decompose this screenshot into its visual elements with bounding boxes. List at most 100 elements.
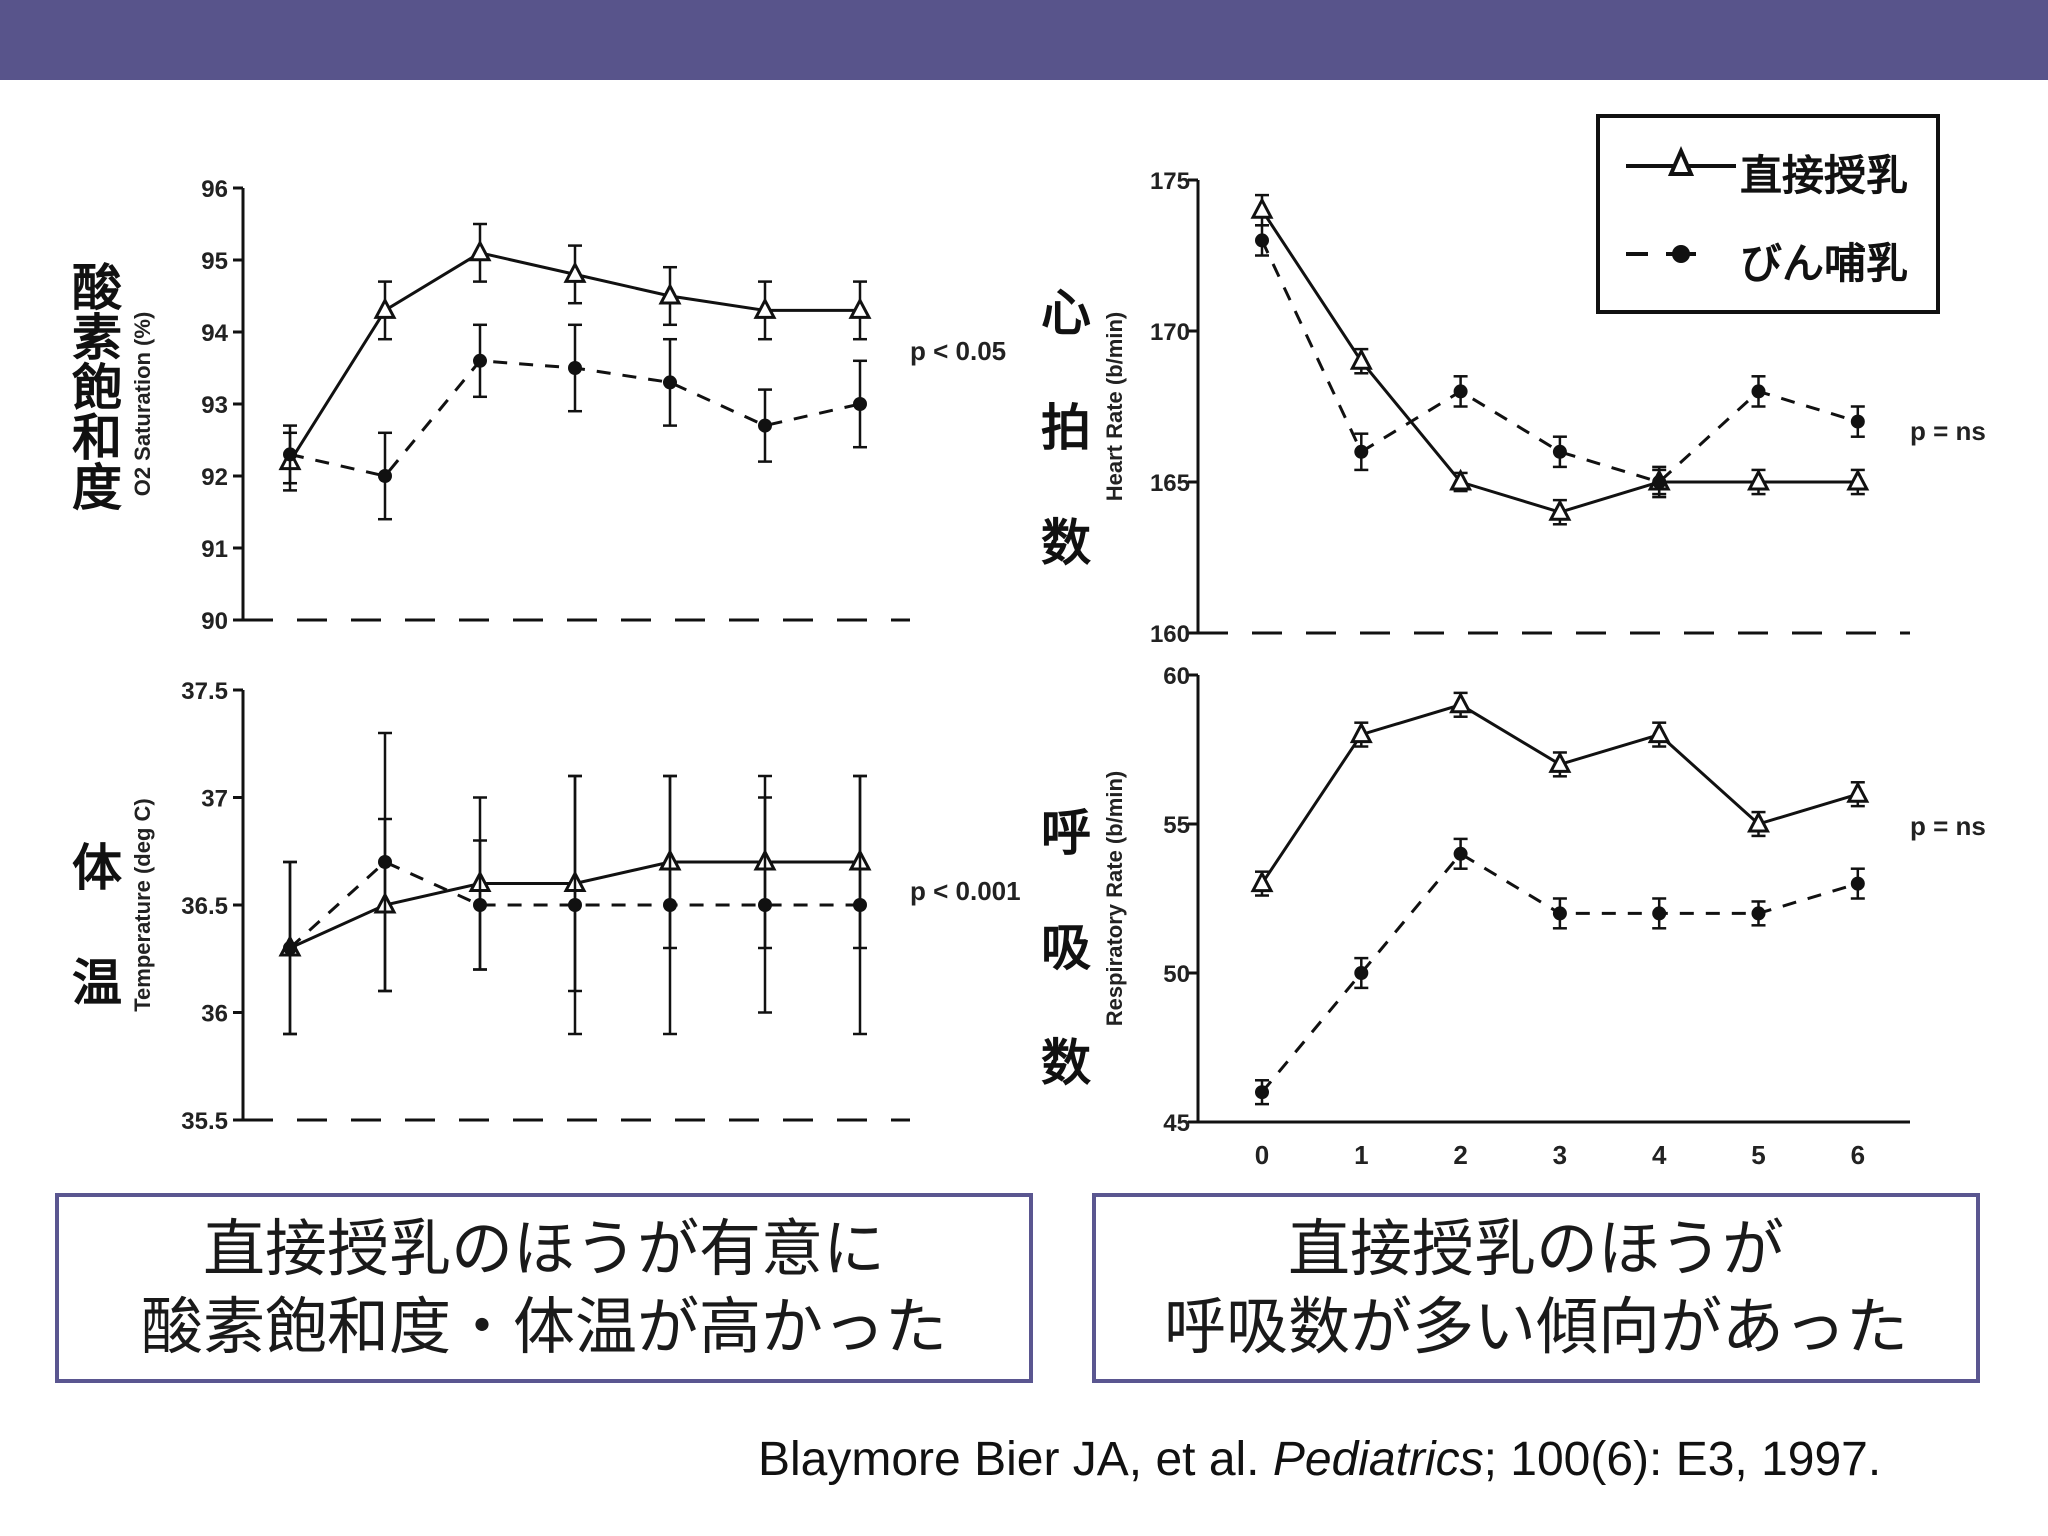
data-point-bottle (283, 447, 297, 462)
data-point-bottle (1453, 846, 1468, 861)
legend: 直接授乳 びん哺乳 (1596, 114, 1940, 314)
series-line-bottle (1260, 851, 1859, 1094)
data-point-direct (1449, 691, 1473, 714)
chart-temp: 37.5 37 36.5 36 35.5 Temperature (deg C) 体温 p <… (72, 678, 1021, 1135)
y-axis-label: Respiratory Rate (b/min) (1102, 771, 1127, 1027)
jp-label-char: 心 (1041, 284, 1091, 342)
data-point-bottle (1850, 414, 1865, 429)
data-point-direct (1548, 498, 1572, 521)
data-point-bottle (663, 898, 677, 912)
data-point-bottle (568, 898, 582, 912)
conclusion-right-box: 直接授乳のほうが 呼吸数が多い傾向があった (1092, 1193, 1980, 1383)
jp-label-char: 和 (72, 409, 122, 467)
data-point-bottle (1751, 906, 1766, 921)
data-point-direct (373, 297, 397, 319)
data-point-direct (848, 297, 872, 319)
data-point-direct (1747, 468, 1770, 491)
conclusion-left-line-2: 酸素飽和度・体温が高かった (140, 1290, 947, 1363)
jp-label-char: 素 (72, 309, 122, 367)
data-point-bottle (1354, 444, 1369, 459)
data-point-bottle (758, 898, 772, 912)
jp-label-char: 拍 (1041, 399, 1091, 457)
jp-label-char: 温 (72, 954, 122, 1012)
series-line-direct (1260, 703, 1859, 885)
data-point-direct (1548, 751, 1572, 773)
jp-label-char: 飽 (72, 359, 122, 417)
data-point-direct (1647, 721, 1671, 744)
conclusion-left-line-1: 直接授乳のほうが有意に (202, 1211, 885, 1285)
y-tick-label: 36 (201, 1001, 228, 1028)
data-point-bottle (853, 898, 867, 912)
chart-hr: 175 170 165 160 Heart Rate (b/min) 心拍数 p = ns (1041, 168, 1986, 648)
data-point-bottle (1652, 906, 1667, 921)
x-tick-label: 0 (1255, 1140, 1269, 1170)
y-tick-label: 96 (201, 176, 228, 203)
jp-label-char: 呼 (1041, 804, 1091, 862)
data-point-bottle (1850, 876, 1865, 891)
data-point-direct (563, 261, 587, 283)
data-point-bottle (1652, 475, 1667, 489)
y-tick-label: 50 (1163, 961, 1190, 988)
y-tick-label: 91 (201, 536, 228, 563)
data-point-direct (1349, 721, 1373, 744)
citation-authors: Blaymore Bier JA, et al. (758, 1433, 1273, 1486)
jp-label-char: 体 (72, 839, 122, 897)
data-point-direct (753, 297, 777, 319)
data-point-bottle (568, 361, 582, 375)
jp-label-char: 酸 (72, 259, 123, 317)
x-tick-label: 4 (1652, 1140, 1667, 1170)
legend-label-direct: 直接授乳 (1740, 151, 1909, 200)
y-axis-label: Heart Rate (b/min) (1102, 312, 1127, 501)
p-value-label: p = ns (1910, 811, 1986, 841)
data-point-bottle (283, 941, 297, 955)
y-tick-label: 36.5 (181, 893, 228, 920)
y-tick-label: 60 (1163, 663, 1190, 690)
p-value-label: p < 0.001 (910, 876, 1021, 906)
data-point-bottle (1552, 444, 1567, 459)
data-point-bottle (378, 469, 392, 483)
x-tick-label: 1 (1354, 1140, 1368, 1170)
y-tick-label: 160 (1150, 621, 1190, 648)
data-point-direct (1747, 810, 1770, 833)
x-tick-label: 3 (1553, 1140, 1567, 1170)
jp-label-char: 数 (1041, 1034, 1091, 1092)
x-tick-label: 2 (1453, 1140, 1467, 1170)
jp-label-char: 数 (1041, 514, 1091, 572)
y-tick-label: 37.5 (181, 678, 228, 705)
data-point-direct (1250, 870, 1274, 893)
data-point-bottle (473, 898, 487, 912)
y-tick-label: 55 (1163, 812, 1190, 839)
jp-label-char: 度 (72, 459, 122, 517)
y-axis-label: Temperature (deg C) (130, 798, 155, 1012)
y-tick-label: 45 (1163, 1110, 1190, 1137)
legend-label-bottle: びん哺乳 (1740, 239, 1909, 288)
legend-item-direct: 直接授乳 (1600, 136, 1936, 206)
x-tick-label: 5 (1751, 1140, 1765, 1170)
legend-marker-bottle (1626, 245, 1696, 263)
data-point-direct (1250, 196, 1274, 219)
data-point-bottle (473, 353, 487, 368)
p-value-label: p = ns (1910, 416, 1986, 446)
data-point-bottle (378, 855, 392, 869)
data-point-bottle (853, 397, 867, 411)
data-point-direct (1349, 347, 1373, 370)
data-point-direct (1449, 468, 1473, 491)
citation: Blaymore Bier JA, et al. Pediatrics; 100… (758, 1432, 1881, 1487)
x-tick-label: 6 (1851, 1140, 1865, 1170)
data-point-bottle (1552, 906, 1567, 921)
header-bar (0, 0, 2048, 80)
citation-rest: ; 100(6): E3, 1997. (1483, 1433, 1882, 1486)
legend-item-bottle: びん哺乳 (1600, 224, 1936, 294)
chart-o2: 96 95 94 93 92 91 90 O2 Saturation (%) 酸素飽和度 p < … (72, 176, 1006, 635)
y-tick-label: 35.5 (181, 1108, 228, 1135)
data-point-direct (1846, 468, 1870, 491)
data-point-direct (1846, 780, 1870, 803)
conclusion-right-line-1: 直接授乳のほうが (1287, 1211, 1784, 1285)
y-tick-label: 92 (201, 464, 228, 491)
jp-label-char: 吸 (1041, 919, 1091, 977)
data-point-direct (468, 239, 492, 262)
data-point-bottle (1255, 1085, 1269, 1100)
y-axis-label: O2 Saturation (%) (130, 312, 155, 497)
